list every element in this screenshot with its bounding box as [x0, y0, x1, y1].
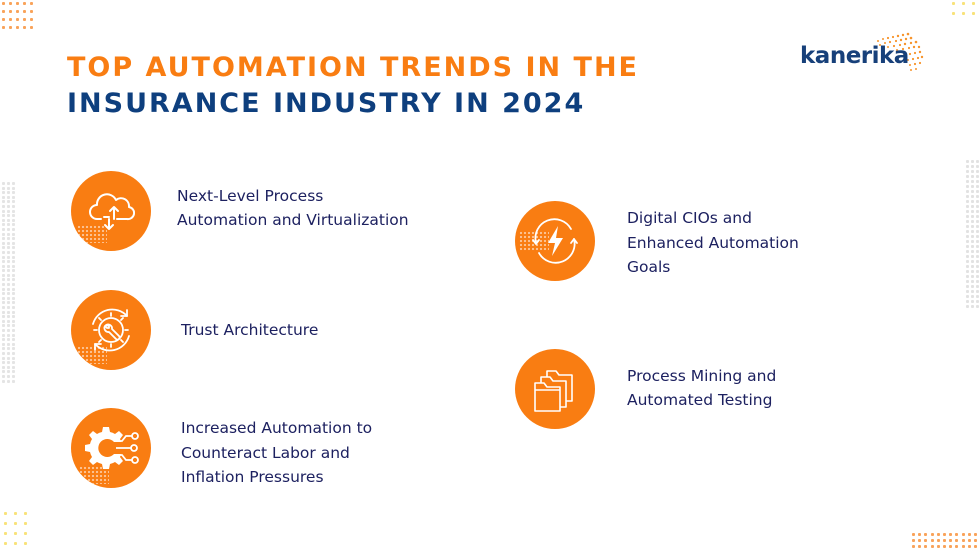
trend-item: Digital CIOs and Enhanced Automation Goa…: [515, 201, 799, 281]
trend-label: Process Mining and Automated Testing: [627, 366, 777, 410]
trend-label: Digital CIOs and Enhanced Automation Goa…: [627, 209, 799, 277]
trend-icon-circle: [515, 201, 595, 281]
decor-dots-top-left: [2, 2, 37, 34]
decor-dots-bottom-right: [912, 533, 980, 551]
folders-icon: [534, 370, 573, 412]
title-line-2: INSURANCE INDUSTRY IN 2024: [67, 88, 586, 119]
dotted-radial-arc-icon: [877, 32, 924, 71]
trend-item: Next-Level Process Automation and Virtua…: [71, 171, 409, 251]
trend-label: Next-Level Process Automation and Virtua…: [177, 186, 409, 230]
brand-logo: kanerika: [800, 28, 930, 78]
logo-text: kanerika: [800, 43, 909, 69]
trend-item: Process Mining and Automated Testing: [515, 349, 776, 429]
trend-label: Trust Architecture: [181, 320, 319, 339]
cloud-upload-download-icon: [89, 193, 135, 230]
lightning-cycle-icon: [532, 218, 578, 264]
trend-item: Increased Automation to Counteract Labor…: [71, 406, 372, 490]
page-title: TOP AUTOMATION TRENDS IN THE INSURANCE I…: [67, 50, 639, 122]
trend-icon-circle: [71, 407, 151, 488]
trend-icon-circle: [71, 290, 151, 370]
gear-circuit-icon: [85, 426, 139, 469]
decor-dots-top-right: [952, 2, 980, 22]
trend-icon-circle: [515, 349, 595, 429]
trend-label: Increased Automation to Counteract Labor…: [181, 419, 373, 486]
trend-item: Trust Architecture: [71, 290, 318, 370]
decor-dots-right: [966, 160, 980, 310]
title-line-1: TOP AUTOMATION TRENDS IN THE: [67, 52, 640, 83]
decor-dots-bottom-left: [4, 512, 34, 551]
gear-wrench-cycle-icon: [92, 308, 130, 352]
trend-icon-circle: [71, 171, 151, 251]
decor-dots-left: [2, 182, 17, 384]
